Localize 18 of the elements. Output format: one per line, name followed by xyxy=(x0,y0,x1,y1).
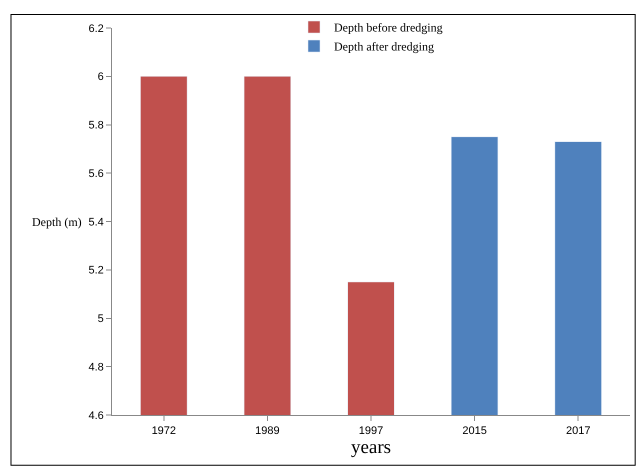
x-tick-label: 1997 xyxy=(358,425,384,438)
x-tick-label: 1972 xyxy=(152,425,176,438)
x-tick-label: 2015 xyxy=(462,425,487,438)
y-tick-label: 5 xyxy=(98,313,104,326)
y-tick-label: 4.8 xyxy=(88,361,104,374)
y-tick-label: 6 xyxy=(98,71,104,84)
x-tick-label: 1989 xyxy=(255,425,280,438)
y-tick-label: 5.4 xyxy=(88,216,104,228)
legend-label: Depth before dredging xyxy=(334,20,443,35)
x-axis-title: years xyxy=(350,437,392,458)
legend-label: Depth after dredging xyxy=(334,40,434,54)
y-axis-title: Depth (m) xyxy=(32,215,82,229)
x-tick-label: 2017 xyxy=(566,425,590,438)
y-tick-label: 5.6 xyxy=(88,168,104,180)
y-tick-label: 4.6 xyxy=(88,410,104,422)
y-tick-label: 5.2 xyxy=(88,264,104,277)
y-tick-label: 5.8 xyxy=(88,120,104,132)
y-tick-label: 6.2 xyxy=(88,22,104,35)
